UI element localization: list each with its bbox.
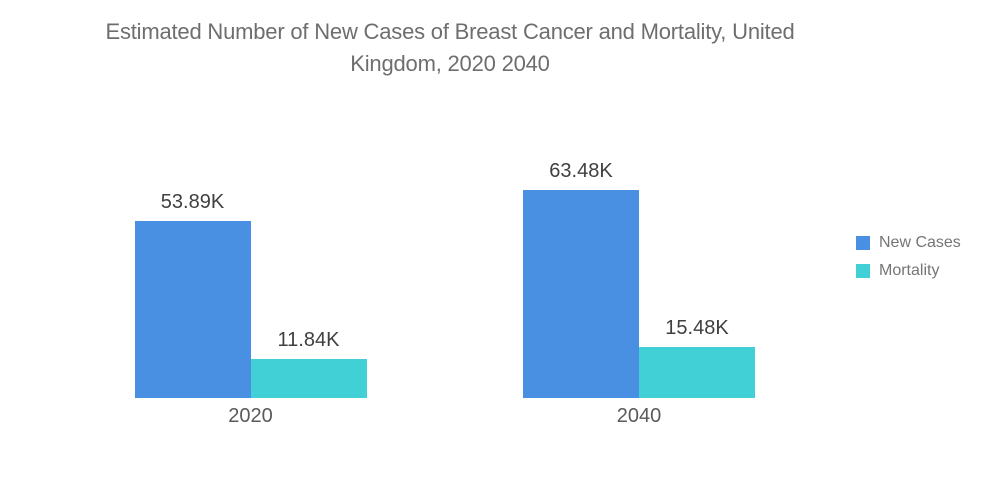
- bar-new-cases-2040[interactable]: [523, 190, 639, 398]
- legend-swatch-new-cases: [856, 236, 870, 250]
- legend-swatch-mortality: [856, 264, 870, 278]
- value-label-mortality-2040: 15.48K: [665, 317, 729, 339]
- legend-item-mortality[interactable]: Mortality: [856, 262, 961, 279]
- legend: New Cases Mortality: [856, 234, 961, 292]
- bar-mortality-2020[interactable]: [250, 359, 367, 398]
- value-label-new-cases-2020: 53.89K: [160, 191, 225, 213]
- value-label-mortality-2020: 11.84K: [277, 329, 340, 351]
- legend-label-mortality: Mortality: [879, 262, 940, 279]
- value-label-new-cases-2040: 63.48K: [549, 160, 613, 182]
- legend-label-new-cases: New Cases: [879, 234, 961, 251]
- bar-new-cases-2020[interactable]: [134, 221, 251, 398]
- legend-item-new-cases[interactable]: New Cases: [856, 234, 961, 251]
- category-label-2020: 2020: [228, 405, 273, 427]
- category-label-2040: 2040: [616, 405, 662, 427]
- chart-title: Estimated Number of New Cases of Breast …: [105, 19, 795, 76]
- bar-mortality-2040[interactable]: [639, 347, 755, 398]
